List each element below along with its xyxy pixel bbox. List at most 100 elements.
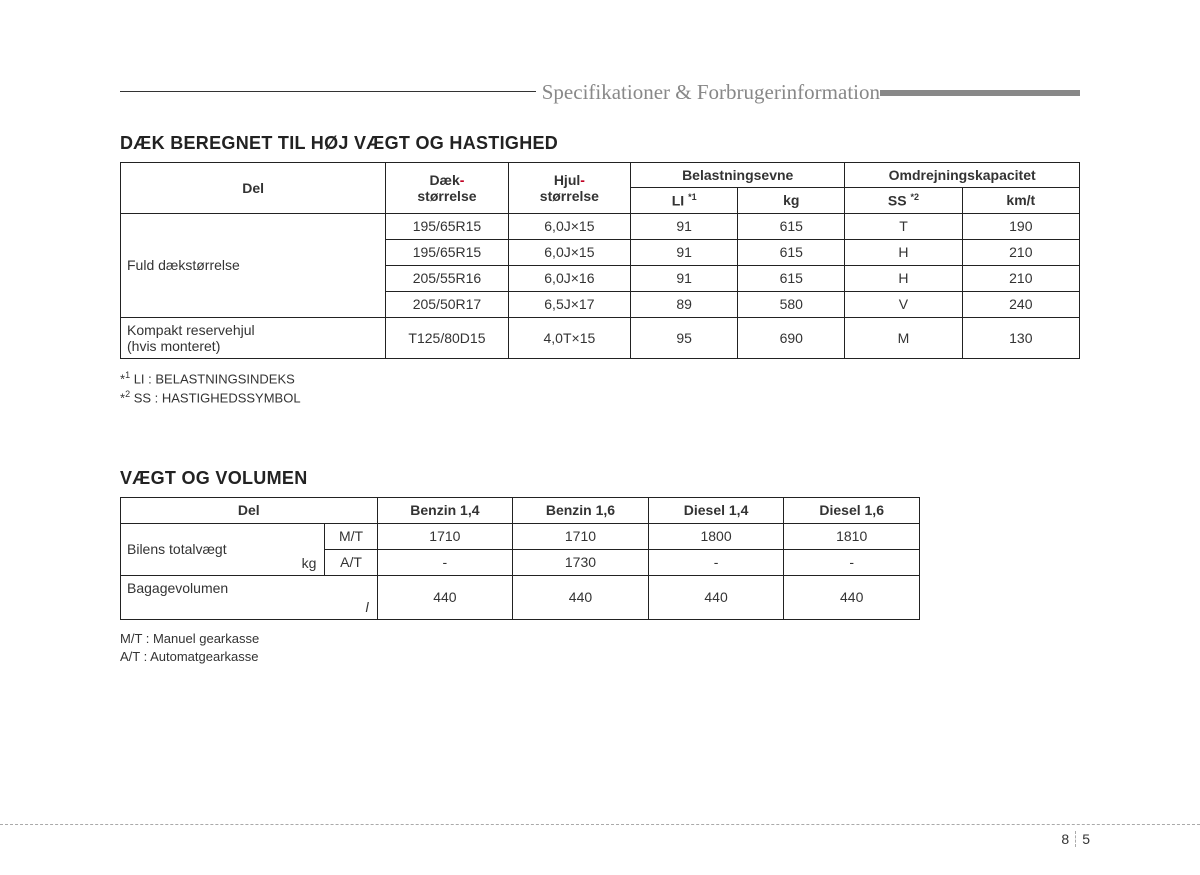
cell: 89 (631, 291, 738, 317)
page-footer-rule: 8 5 (0, 824, 1200, 825)
cell: - (377, 549, 513, 575)
row-label-weight: Bilens totalvægt (121, 523, 288, 575)
cell: 6,0J×15 (508, 239, 630, 265)
cell: 690 (738, 317, 845, 358)
th-li-sup: *1 (688, 192, 697, 202)
cell: 190 (962, 213, 1079, 239)
cell: 205/50R17 (386, 291, 508, 317)
cell: 615 (738, 239, 845, 265)
cell: 440 (784, 575, 920, 619)
th-daek-hyph: - (460, 172, 465, 188)
th2-d16: Diesel 1,6 (784, 497, 920, 523)
cell: 1710 (513, 523, 649, 549)
cell: T125/80D15 (386, 317, 508, 358)
cell: 1710 (377, 523, 513, 549)
unit-kg: kg (287, 523, 325, 575)
page-header: Specifikationer & Forbrugerinformation (120, 80, 1080, 105)
cell: 210 (962, 239, 1079, 265)
cell-at: A/T (325, 549, 377, 575)
note1: *1 LI : BELASTNINGSINDEKS (120, 369, 1080, 389)
cell: 91 (631, 265, 738, 291)
cell: 205/55R16 (386, 265, 508, 291)
th-omd: Omdrejningskapacitet (845, 163, 1080, 188)
cell: H (845, 239, 962, 265)
th-kmt: km/t (962, 188, 1079, 214)
cell: 4,0T×15 (508, 317, 630, 358)
cell: 440 (513, 575, 649, 619)
cell: 1810 (784, 523, 920, 549)
cell: 6,0J×15 (508, 213, 630, 239)
th2-b16: Benzin 1,6 (513, 497, 649, 523)
table-row: Fuld dækstørrelse 195/65R15 6,0J×15 91 6… (121, 213, 1080, 239)
cell: 210 (962, 265, 1079, 291)
header-rule-thin (120, 91, 536, 92)
cell: M (845, 317, 962, 358)
th2-del: Del (121, 497, 378, 523)
th-belast: Belastningsevne (631, 163, 845, 188)
note2-text: SS : HASTIGHEDSSYMBOL (130, 391, 301, 406)
tyre-table: Del Dæk- størrelse Hjul- størrelse Belas… (120, 162, 1080, 359)
cell: T (845, 213, 962, 239)
row-label-spare: Kompakt reservehjul (hvis monteret) (121, 317, 386, 358)
page-content: Specifikationer & Forbrugerinformation D… (0, 0, 1200, 666)
th-daek-pre: Dæk (429, 172, 459, 188)
th-daek-stor: størrelse (417, 188, 476, 204)
th-hjul: Hjul- størrelse (508, 163, 630, 214)
th-li-text: LI (672, 193, 688, 209)
spare-l1: Kompakt reservehjul (127, 322, 255, 338)
cell: 6,5J×17 (508, 291, 630, 317)
cell: 440 (648, 575, 784, 619)
note2: *2 SS : HASTIGHEDSSYMBOL (120, 388, 1080, 408)
th-li: LI *1 (631, 188, 738, 214)
cell: 195/65R15 (386, 213, 508, 239)
cell: 240 (962, 291, 1079, 317)
row-label-luggage: Bagagevolumen (121, 575, 288, 619)
section2-title: VÆGT OG VOLUMEN (120, 468, 1080, 489)
page-number: 8 5 (1061, 831, 1090, 847)
note-mt: M/T : Manuel gearkasse (120, 630, 1080, 648)
cell: H (845, 265, 962, 291)
cell: 440 (377, 575, 513, 619)
th-del: Del (121, 163, 386, 214)
th2-d14: Diesel 1,4 (648, 497, 784, 523)
page-number-sep (1075, 831, 1076, 847)
weight-table: Del Benzin 1,4 Benzin 1,6 Diesel 1,4 Die… (120, 497, 920, 620)
th2-b14: Benzin 1,4 (377, 497, 513, 523)
th-ss: SS *2 (845, 188, 962, 214)
note-at: A/T : Automatgearkasse (120, 648, 1080, 666)
unit-l: l (287, 575, 377, 619)
cell: 615 (738, 265, 845, 291)
table-row: Kompakt reservehjul (hvis monteret) T125… (121, 317, 1080, 358)
row-label-full: Fuld dækstørrelse (121, 213, 386, 317)
spare-l2: (hvis monteret) (127, 338, 220, 354)
th-kg: kg (738, 188, 845, 214)
page-number-value: 5 (1082, 831, 1090, 847)
cell: 91 (631, 213, 738, 239)
note1-text: LI : BELASTNINGSINDEKS (130, 371, 295, 386)
th-ss-sup: *2 (911, 192, 920, 202)
cell: 1730 (513, 549, 649, 575)
th-hjul-hyph: - (580, 172, 585, 188)
cell: 130 (962, 317, 1079, 358)
table-row: Bagagevolumen l 440 440 440 440 (121, 575, 920, 619)
cell: - (784, 549, 920, 575)
cell-mt: M/T (325, 523, 377, 549)
cell: 95 (631, 317, 738, 358)
section1-notes: *1 LI : BELASTNINGSINDEKS *2 SS : HASTIG… (120, 369, 1080, 408)
cell: 615 (738, 213, 845, 239)
cell: 91 (631, 239, 738, 265)
chapter-number: 8 (1061, 831, 1069, 847)
th-ss-text: SS (888, 193, 911, 209)
th-daek: Dæk- størrelse (386, 163, 508, 214)
cell: - (648, 549, 784, 575)
header-rule-thick (880, 90, 1080, 96)
table-row: Bilens totalvægt kg M/T 1710 1710 1800 1… (121, 523, 920, 549)
cell: 195/65R15 (386, 239, 508, 265)
cell: 580 (738, 291, 845, 317)
header-title: Specifikationer & Forbrugerinformation (542, 80, 880, 105)
cell: 1800 (648, 523, 784, 549)
cell: V (845, 291, 962, 317)
th-hjul-stor: størrelse (540, 188, 599, 204)
section1-title: DÆK BEREGNET TIL HØJ VÆGT OG HASTIGHED (120, 133, 1080, 154)
cell: 6,0J×16 (508, 265, 630, 291)
